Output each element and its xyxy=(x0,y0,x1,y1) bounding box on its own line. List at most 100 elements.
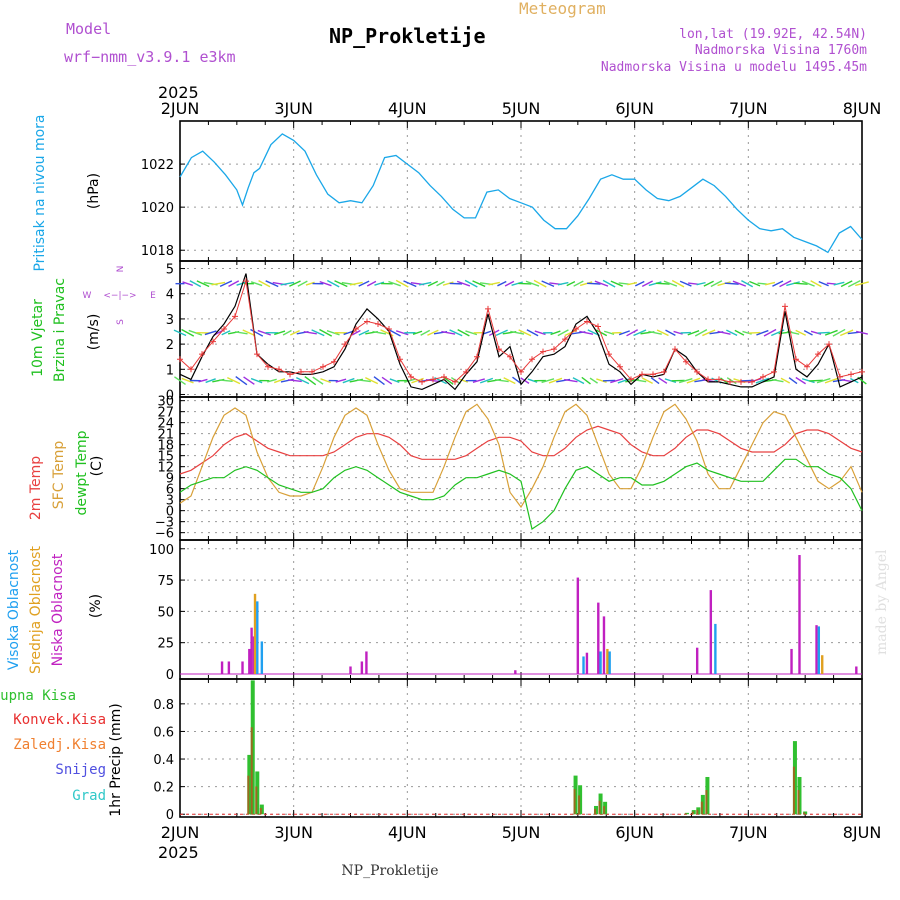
cloud-bar-low xyxy=(709,590,713,674)
wind-arrow xyxy=(809,379,823,382)
wind-arrow xyxy=(664,378,677,384)
wind-arrow xyxy=(472,280,486,288)
precip-conv-bar xyxy=(705,790,708,815)
left-labels: Pritisak na nivou mora (hPa) 10m Vjetar Brz… xyxy=(6,114,156,816)
wind-arrow xyxy=(326,279,340,288)
pressure-title: Pritisak na nivou mora xyxy=(32,114,48,271)
gust-marker xyxy=(221,326,227,332)
wind-speed-line xyxy=(179,273,863,391)
wind-arrow xyxy=(265,280,279,288)
wind-arrow xyxy=(801,378,815,384)
y-tick-label: 3 xyxy=(166,494,174,509)
wind-arrow xyxy=(755,377,770,384)
gust-marker xyxy=(650,371,656,378)
wind-arrow xyxy=(227,377,241,385)
wind-arrow xyxy=(764,281,776,286)
wind-arrow xyxy=(181,377,194,384)
gust-marker xyxy=(529,356,535,363)
wind-arrow xyxy=(818,281,829,287)
wind-arrow xyxy=(817,331,830,334)
wind-arrow xyxy=(358,329,370,336)
gust-marker xyxy=(265,363,271,370)
gust-marker xyxy=(386,326,392,332)
compass-n: N xyxy=(116,266,126,273)
panel-cloud: 0 25 50 75 100 xyxy=(149,539,863,683)
wind-arrow xyxy=(289,280,301,287)
wind-arrow xyxy=(648,281,662,287)
page-title: NP_Prokletije xyxy=(329,24,486,48)
y-tick-label: 1022 xyxy=(141,158,174,173)
wind-arrow xyxy=(579,281,593,287)
gust-marker xyxy=(573,326,579,332)
gust-marker xyxy=(694,368,700,375)
wind-arrow xyxy=(388,328,401,337)
wind-arrow xyxy=(756,329,769,336)
wind-arrow xyxy=(541,280,555,287)
wind-arrow xyxy=(219,280,233,288)
precip-conv-bar xyxy=(247,775,250,815)
wind-arrow xyxy=(182,281,194,287)
cloud-bar-high xyxy=(599,651,602,674)
gust-marker xyxy=(496,346,502,353)
wind-arrow xyxy=(801,280,815,287)
wind-arrow xyxy=(205,378,216,384)
wind-arrow xyxy=(204,330,217,336)
wind-arrow xyxy=(395,279,409,288)
day-label-2JUN: 2JUN xyxy=(161,99,200,118)
wind-arrow xyxy=(749,331,761,334)
wind-arrow xyxy=(710,280,723,288)
wind-arrow xyxy=(579,330,594,335)
y-tick-label: 24 xyxy=(157,417,174,432)
wind-arrow xyxy=(610,280,624,287)
gust-marker xyxy=(364,318,370,325)
gust-marker xyxy=(177,356,183,363)
gust-marker xyxy=(727,378,733,385)
gust-marker xyxy=(804,363,810,370)
wind-arrow xyxy=(717,330,731,335)
wind-arrow xyxy=(303,331,317,335)
gust-marker xyxy=(540,348,546,355)
wind-arrow xyxy=(566,281,576,287)
wind-arrow xyxy=(527,378,538,383)
pressure-line xyxy=(179,133,863,254)
wind-arrow xyxy=(810,330,822,335)
wind-arrow xyxy=(564,378,578,383)
y-tick-label: 9 xyxy=(166,472,174,487)
gust-marker xyxy=(188,366,194,373)
wind-arrow xyxy=(404,378,416,383)
temp-title-2m: 2m Temp xyxy=(28,456,44,520)
wind-arrow xyxy=(665,329,676,337)
wind-arrow xyxy=(627,281,638,286)
wind-arrow xyxy=(497,280,507,287)
wind-arrow xyxy=(840,280,853,288)
wind-arrow xyxy=(816,377,831,384)
wind-arrow xyxy=(541,378,555,384)
wind-arrow xyxy=(188,329,203,336)
wind-arrow xyxy=(457,329,470,337)
wind-arrow xyxy=(795,376,806,385)
wind-arrow xyxy=(449,329,463,337)
year-top: 2025 xyxy=(158,83,199,102)
gust-marker xyxy=(430,376,436,383)
gust-marker xyxy=(507,353,513,360)
gust-marker xyxy=(738,378,744,385)
gust-marker xyxy=(595,323,601,330)
cloud-bar-low xyxy=(815,625,818,674)
wind-arrow xyxy=(494,378,509,383)
wind-arrow xyxy=(618,330,630,336)
gust-marker xyxy=(287,371,293,378)
compass-s: S xyxy=(116,319,126,325)
precip-conv-bar xyxy=(573,789,576,815)
precip-conv-bar xyxy=(792,766,795,815)
cloud-bar-low xyxy=(790,648,793,674)
cloud-bar-low xyxy=(227,661,231,674)
wind-arrow xyxy=(351,329,361,336)
wind-arrow xyxy=(780,377,791,384)
y-tick-label: −3 xyxy=(155,516,174,531)
wind-arrow xyxy=(503,377,516,385)
wind-arrow xyxy=(847,279,861,288)
wind-arrow xyxy=(534,330,546,336)
gust-marker xyxy=(276,366,282,373)
